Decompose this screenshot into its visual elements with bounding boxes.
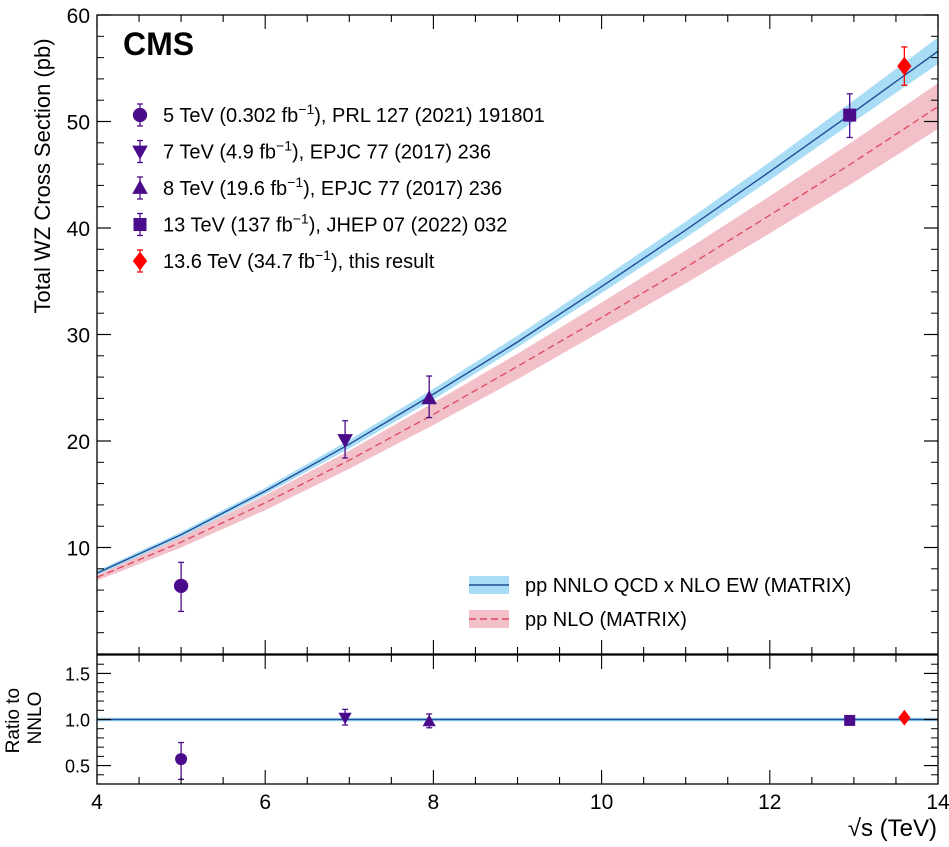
legend-triangle-down-marker xyxy=(132,145,148,160)
ratio-point-2 xyxy=(338,708,352,726)
x-tick-label: 4 xyxy=(91,791,103,814)
y-axis-ticks: 10 20 30 40 50 60 xyxy=(67,5,938,634)
legend-label: 8 TeV (19.6 fb−1), EPJC 77 (2017) 236 xyxy=(163,174,502,200)
legend-entry-1: 5 TeV (0.302 fb−1), PRL 127 (2021) 19180… xyxy=(132,101,545,127)
x-axis-ticks-main xyxy=(96,15,939,654)
legend-square-marker xyxy=(133,218,147,231)
ratio-point-5 xyxy=(898,709,911,726)
x-axis-label: √s (TeV) xyxy=(848,815,937,842)
legend-label: 13.6 TeV (34.7 fb−1), this result xyxy=(163,247,435,273)
circle-marker xyxy=(173,578,189,593)
ratio-y-axis-label-line1: Ratio to xyxy=(3,688,24,753)
y-tick-label: 20 xyxy=(67,431,90,454)
legend-triangle-up-marker xyxy=(132,179,148,194)
data-point-3 xyxy=(421,375,437,419)
legend-entry-3: 8 TeV (19.6 fb−1), EPJC 77 (2017) 236 xyxy=(132,174,502,200)
nlo-curve xyxy=(97,106,938,578)
x-tick-label: 6 xyxy=(259,791,271,814)
y-tick-label: 10 xyxy=(67,538,90,561)
theory-legend-label: pp NNLO QCD x NLO EW (MATRIX) xyxy=(525,575,851,597)
data-point-5 xyxy=(897,46,912,86)
triangle-up-marker xyxy=(422,714,436,727)
legend-diamond-marker xyxy=(132,251,148,271)
legend-entry-5: 13.6 TeV (34.7 fb−1), this result xyxy=(132,247,435,273)
data-point-2 xyxy=(337,420,353,459)
triangle-down-marker xyxy=(338,712,352,725)
triangle-down-marker xyxy=(337,434,353,448)
theory-legend-entry-2: pp NLO (MATRIX) xyxy=(469,609,687,631)
ratio-y-axis-ticks: 0.5 1.0 1.5 xyxy=(65,663,938,777)
y-tick-label: 30 xyxy=(67,325,90,348)
ratio-y-axis-label: Ratio to NNLO xyxy=(3,683,46,754)
data-point-1 xyxy=(173,561,189,613)
theory-legend-entry-1: pp NNLO QCD x NLO EW (MATRIX) xyxy=(469,575,851,597)
square-marker xyxy=(844,714,856,726)
data-point-4 xyxy=(843,93,857,139)
legend-label: 13 TeV (137 fb−1), JHEP 07 (2022) 032 xyxy=(163,211,507,237)
legend-circle-marker xyxy=(132,107,148,123)
ratio-y-tick-label: 1.0 xyxy=(65,711,90,731)
x-tick-label: 14 xyxy=(926,791,949,814)
y-tick-label: 40 xyxy=(67,218,90,241)
x-tick-label: 8 xyxy=(428,791,440,814)
y-tick-label: 50 xyxy=(67,112,90,135)
theory-legend-label: pp NLO (MATRIX) xyxy=(525,609,687,631)
x-axis-ticks: 4 6 8 10 12 14 xyxy=(91,655,949,814)
ratio-y-tick-label: 1.5 xyxy=(65,664,90,684)
square-marker xyxy=(843,108,857,122)
ratio-reference-band xyxy=(97,717,938,722)
ratio-point-1 xyxy=(175,741,188,781)
ratio-y-tick-label: 0.5 xyxy=(65,757,90,777)
ratio-y-axis-label-line2: NNLO xyxy=(25,692,46,745)
legend-entry-2: 7 TeV (4.9 fb−1), EPJC 77 (2017) 236 xyxy=(132,138,491,164)
y-tick-label: 60 xyxy=(67,5,90,28)
ratio-data-points xyxy=(175,708,911,781)
diamond-marker xyxy=(897,56,912,76)
y-axis-label: Total WZ Cross Section (pb) xyxy=(30,38,55,313)
theory-lines xyxy=(97,50,938,578)
legend-label: 7 TeV (4.9 fb−1), EPJC 77 (2017) 236 xyxy=(163,138,491,164)
data-legend: 5 TeV (0.302 fb−1), PRL 127 (2021) 19180… xyxy=(132,101,545,273)
triangle-up-marker xyxy=(421,390,437,405)
legend-entry-4: 13 TeV (137 fb−1), JHEP 07 (2022) 032 xyxy=(133,211,507,237)
ratio-point-3 xyxy=(422,713,436,729)
legend-label: 5 TeV (0.302 fb−1), PRL 127 (2021) 19180… xyxy=(163,101,545,127)
nnlo-curve xyxy=(97,50,938,574)
ratio-plot-panel: 0.5 1.0 1.5 4 6 8 10 12 14 Ratio to NNLO xyxy=(3,654,949,814)
x-tick-label: 10 xyxy=(590,791,613,814)
x-tick-label: 12 xyxy=(758,791,781,814)
data-points xyxy=(173,46,912,613)
ratio-point-4 xyxy=(844,714,856,726)
cms-label: CMS xyxy=(123,26,194,62)
main-plot-panel: 10 20 30 40 50 60 CMS Total WZ Cross Section … xyxy=(30,5,939,655)
circle-marker xyxy=(175,753,188,766)
theory-legend: pp NNLO QCD x NLO EW (MATRIX) pp NLO (MAT… xyxy=(469,575,851,631)
diamond-marker xyxy=(898,709,911,726)
legend-band-swatch xyxy=(469,610,509,628)
